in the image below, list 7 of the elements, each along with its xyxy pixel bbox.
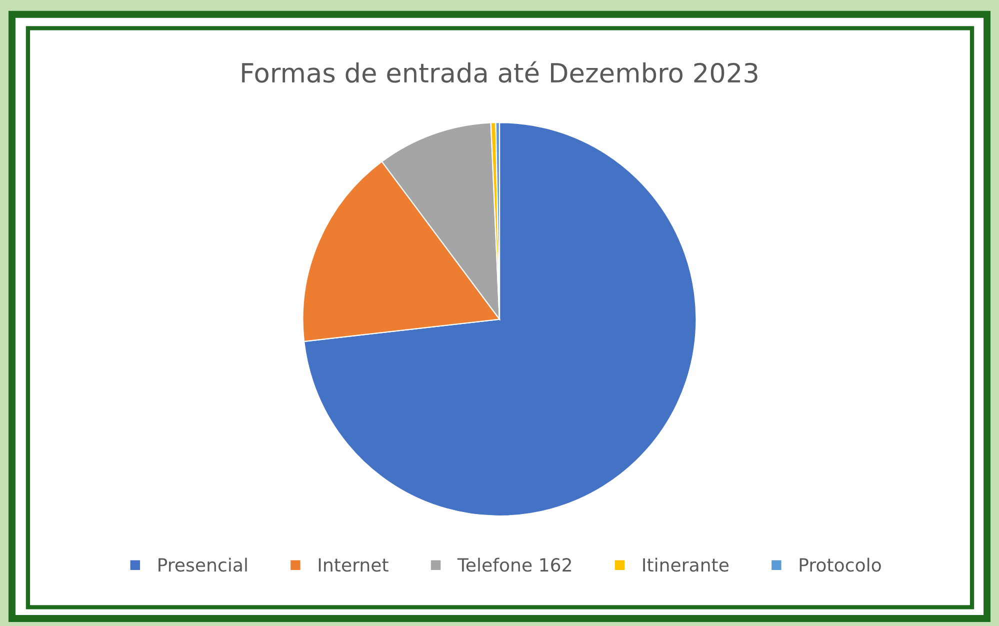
pie-slice (303, 122, 697, 517)
chart-title: Formas de entrada até Dezembro 2023 (242, 61, 758, 83)
legend-label: Presencial (158, 558, 247, 572)
legend-label: Telefone 162 (457, 558, 571, 572)
legend-label: Itinerante (643, 558, 729, 572)
legend-label: Internet (318, 558, 388, 572)
legend-label: Protocolo (800, 558, 881, 572)
